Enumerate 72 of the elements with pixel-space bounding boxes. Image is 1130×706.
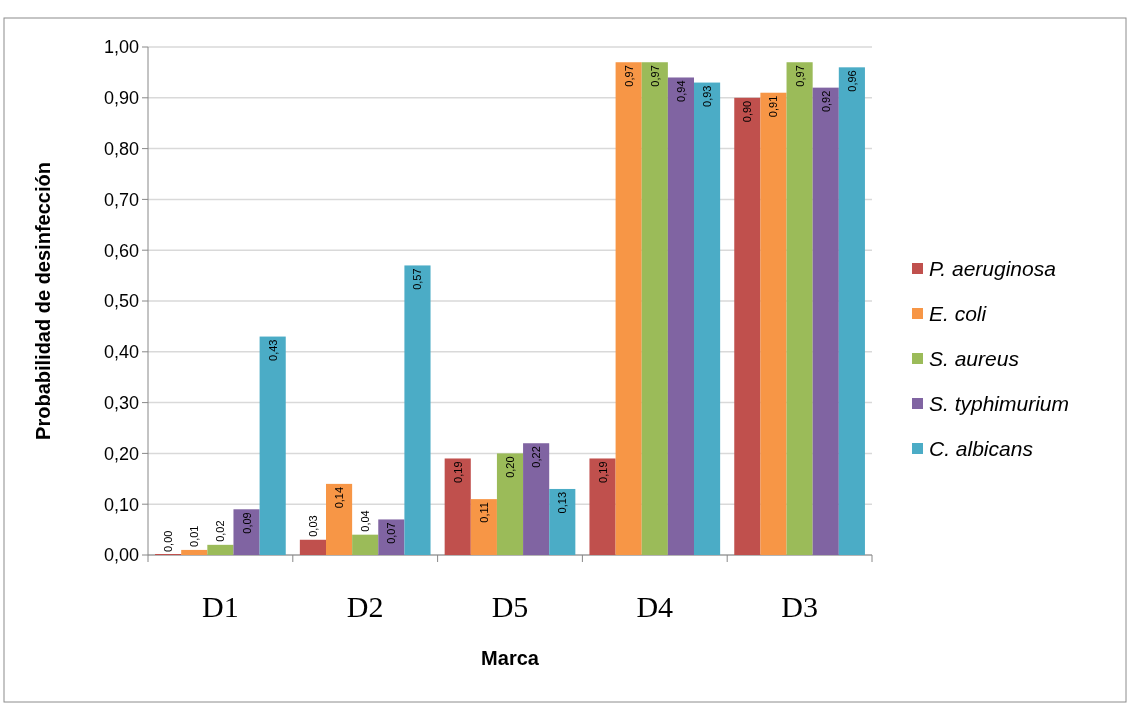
x-tick-label: D1 [202,590,239,623]
bar [325,483,353,555]
bar [734,97,761,555]
y-tick-label: 0,60 [103,240,139,261]
x-tick-label: D5 [491,590,529,623]
y-tick-label: 0,20 [103,443,139,464]
data-label: 0,02 [214,520,227,542]
legend-label: S. typhimurium [929,392,1070,416]
bar [667,77,695,555]
bar [404,265,431,555]
data-label: 0,43 [266,339,279,361]
bar [523,443,550,555]
bar [641,62,668,555]
legend-label: E. coli [929,302,988,326]
bar [181,549,208,555]
data-label: 0,97 [648,65,661,87]
bar [760,92,787,555]
bar [838,67,865,555]
data-label: 0,11 [477,502,490,523]
bar [496,453,524,555]
data-label: 0,94 [674,80,687,102]
data-label: 0,57 [411,268,424,290]
bar [549,488,576,555]
bar [786,62,813,555]
y-tick-label: 0,50 [103,291,139,312]
data-label: 0,14 [333,486,346,509]
legend-label: P. aeruginosa [929,257,1056,281]
bar [470,499,497,555]
y-tick-label: 0,90 [103,88,139,109]
bar [812,87,839,555]
bar [589,458,616,555]
bar [352,534,379,555]
x-tick-label: D4 [636,590,674,623]
data-label: 0,22 [530,446,543,468]
y-tick-label: 0,00 [103,545,139,566]
data-label: 0,96 [845,70,858,92]
legend-label: C. albicans [929,437,1034,461]
y-tick-label: 0,30 [103,392,139,413]
legend-label: S. aureus [929,347,1020,371]
data-label: 0,01 [188,525,201,547]
data-label: 0,90 [741,100,754,123]
data-label: 0,03 [306,515,319,537]
data-label: 0,13 [556,491,569,514]
bar [259,336,286,555]
data-label: 0,09 [240,512,253,534]
bar [299,539,326,555]
y-tick-label: 0,80 [103,138,139,159]
data-label: 0,20 [504,456,516,478]
data-label: 0,19 [451,461,464,483]
data-label: 0,19 [596,461,609,483]
bar [207,544,234,555]
y-tick-label: 0,70 [103,189,139,210]
y-axis-title: Probabilidad de desinfección [32,162,54,440]
x-tick-label: D2 [346,590,384,623]
bar [233,509,260,555]
data-label: 0,04 [359,510,372,532]
bar [694,82,721,555]
data-label: 0,00 [162,530,175,552]
data-label: 0,91 [767,95,780,118]
x-axis-title: Marca [481,647,540,669]
data-label: 0,93 [701,85,714,107]
data-label: 0,07 [385,522,398,544]
data-label: 0,92 [819,90,832,113]
y-tick-label: 1,00 [103,37,139,58]
y-tick-label: 0,40 [103,342,139,363]
x-tick-label: D3 [781,590,818,623]
data-label: 0,97 [622,65,635,87]
bar [378,519,405,555]
data-label: 0,97 [793,65,806,87]
bar [444,458,471,555]
bar [615,62,642,555]
y-tick-label: 0,10 [103,494,139,515]
